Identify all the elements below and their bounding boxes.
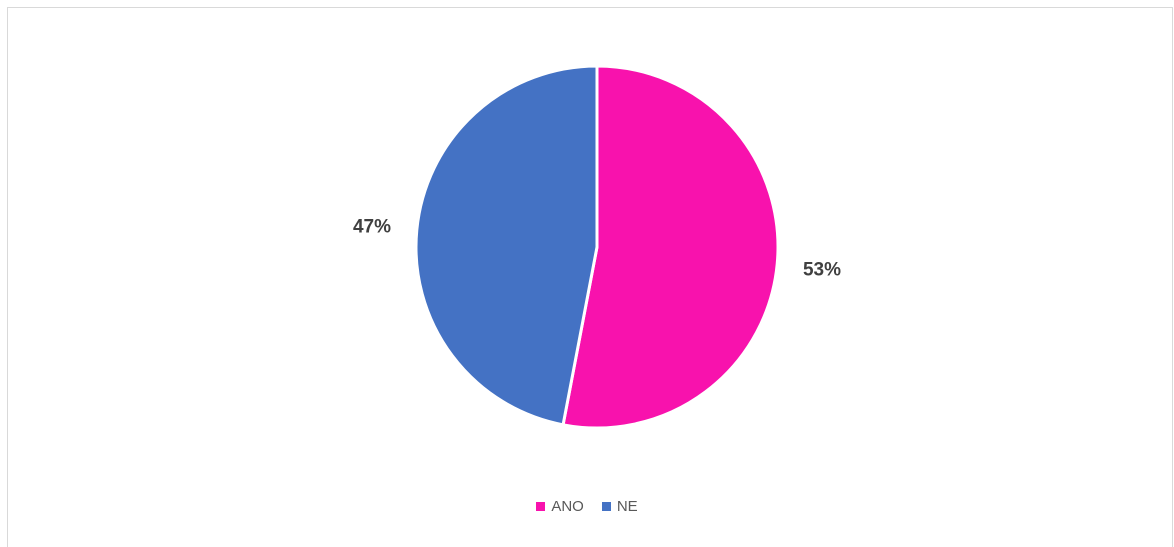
legend: ANO NE [0, 498, 1174, 515]
legend-label-ano: ANO [551, 498, 584, 515]
pie-slice-ano [561, 64, 780, 430]
pie-slice-ne [414, 64, 599, 427]
legend-swatch-ne [601, 502, 611, 511]
legend-item-ano: ANO [536, 498, 584, 515]
legend-swatch-ano [536, 502, 546, 511]
legend-item-ne: NE [601, 498, 638, 515]
legend-label-ne: NE [616, 498, 638, 515]
data-label-ano: 53% [803, 259, 841, 280]
chart-frame [7, 7, 1173, 547]
data-label-ne: 47% [353, 217, 391, 238]
